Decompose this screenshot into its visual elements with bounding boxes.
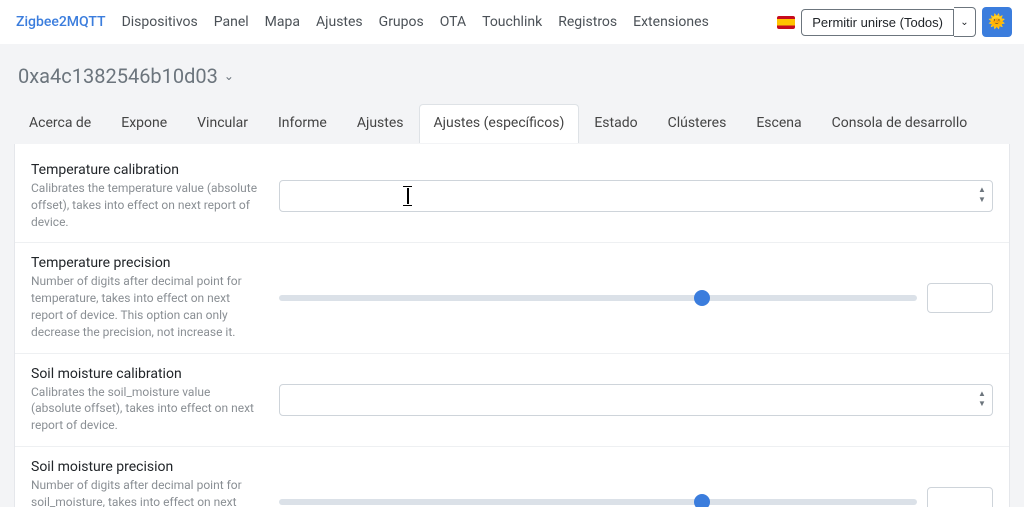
setting-control xyxy=(279,255,993,340)
tab-3[interactable]: Informe xyxy=(263,104,342,143)
setting-row-temperature_calibration: Temperature calibration Calibrates the te… xyxy=(15,150,1009,243)
device-tabs: Acerca deExponeVincularInformeAjustesAju… xyxy=(14,104,1010,144)
nav-link-ota[interactable]: OTA xyxy=(432,14,474,30)
setting-description: Calibrates the soil_moisture value (abso… xyxy=(31,384,263,434)
setting-control: ▲▼ xyxy=(279,162,993,230)
setting-title: Temperature calibration xyxy=(31,162,263,178)
number-input-wrap: ▲▼ xyxy=(279,180,993,212)
nav-link-grupos[interactable]: Grupos xyxy=(371,14,432,30)
number-input-wrap: ▲▼ xyxy=(279,384,993,416)
setting-control: ▲▼ xyxy=(279,366,993,434)
nav-link-panel[interactable]: Panel xyxy=(206,14,257,30)
temperature_precision-value-input[interactable] xyxy=(927,283,993,313)
setting-label: Soil moisture precision Number of digits … xyxy=(31,459,279,507)
nav-link-ajustes[interactable]: Ajustes xyxy=(308,14,371,30)
permit-join-button[interactable]: Permitir unirse (Todos) xyxy=(801,9,954,36)
chevron-down-icon: ⌄ xyxy=(224,69,234,83)
slider-wrap xyxy=(279,295,917,301)
tab-5[interactable]: Ajustes (específicos) xyxy=(419,104,580,143)
setting-label: Temperature precision Number of digits af… xyxy=(31,255,279,340)
setting-description: Number of digits after decimal point for… xyxy=(31,273,263,340)
settings-card: Temperature calibration Calibrates the te… xyxy=(14,144,1010,507)
device-title[interactable]: 0xa4c1382546b10d03 ⌄ xyxy=(14,54,1010,104)
nav-link-extensiones[interactable]: Extensiones xyxy=(625,14,717,30)
tab-7[interactable]: Clústeres xyxy=(653,104,742,143)
nav-link-dispositivos[interactable]: Dispositivos xyxy=(114,14,206,30)
locale-flag-icon[interactable] xyxy=(777,16,795,29)
nav-link-touchlink[interactable]: Touchlink xyxy=(474,14,550,30)
setting-description: Number of digits after decimal point for… xyxy=(31,477,263,507)
temperature_precision-slider[interactable] xyxy=(279,295,917,301)
theme-toggle-button[interactable]: 🌞 xyxy=(982,7,1012,37)
slider-wrap xyxy=(279,499,917,505)
setting-row-temperature_precision: Temperature precision Number of digits af… xyxy=(15,243,1009,353)
setting-title: Temperature precision xyxy=(31,255,263,271)
soil_moisture_calibration-input[interactable] xyxy=(279,384,993,416)
spinner-buttons: ▲▼ xyxy=(975,388,989,412)
setting-title: Soil moisture precision xyxy=(31,459,263,475)
soil_moisture_precision-value-input[interactable] xyxy=(927,487,993,507)
tab-2[interactable]: Vincular xyxy=(182,104,263,143)
permit-join-dropdown[interactable]: ⌄ xyxy=(954,7,976,37)
device-id: 0xa4c1382546b10d03 xyxy=(18,64,218,88)
setting-label: Soil moisture calibration Calibrates the … xyxy=(31,366,279,434)
setting-description: Calibrates the temperature value (absolu… xyxy=(31,180,263,230)
tab-0[interactable]: Acerca de xyxy=(14,104,106,143)
tab-4[interactable]: Ajustes xyxy=(342,104,419,143)
brand[interactable]: Zigbee2MQTT xyxy=(12,14,114,30)
tab-1[interactable]: Expone xyxy=(106,104,182,143)
sun-icon: 🌞 xyxy=(988,14,1005,30)
step-down-icon[interactable]: ▼ xyxy=(975,196,989,206)
step-down-icon[interactable]: ▼ xyxy=(975,400,989,410)
temperature_calibration-input[interactable] xyxy=(279,180,993,212)
spinner-buttons: ▲▼ xyxy=(975,184,989,208)
setting-label: Temperature calibration Calibrates the te… xyxy=(31,162,279,230)
soil_moisture_precision-slider[interactable] xyxy=(279,499,917,505)
top-navbar: Zigbee2MQTT DispositivosPanelMapaAjustes… xyxy=(0,0,1024,44)
setting-row-soil_moisture_calibration: Soil moisture calibration Calibrates the … xyxy=(15,354,1009,447)
permit-join-group: Permitir unirse (Todos) ⌄ xyxy=(801,7,976,37)
chevron-down-icon: ⌄ xyxy=(960,17,968,28)
nav-link-registros[interactable]: Registros xyxy=(550,14,625,30)
tab-8[interactable]: Escena xyxy=(741,104,816,143)
nav-link-mapa[interactable]: Mapa xyxy=(257,14,308,30)
setting-row-soil_moisture_precision: Soil moisture precision Number of digits … xyxy=(15,447,1009,507)
tab-9[interactable]: Consola de desarrollo xyxy=(817,104,983,143)
tab-6[interactable]: Estado xyxy=(579,104,652,143)
setting-control xyxy=(279,459,993,507)
setting-title: Soil moisture calibration xyxy=(31,366,263,382)
